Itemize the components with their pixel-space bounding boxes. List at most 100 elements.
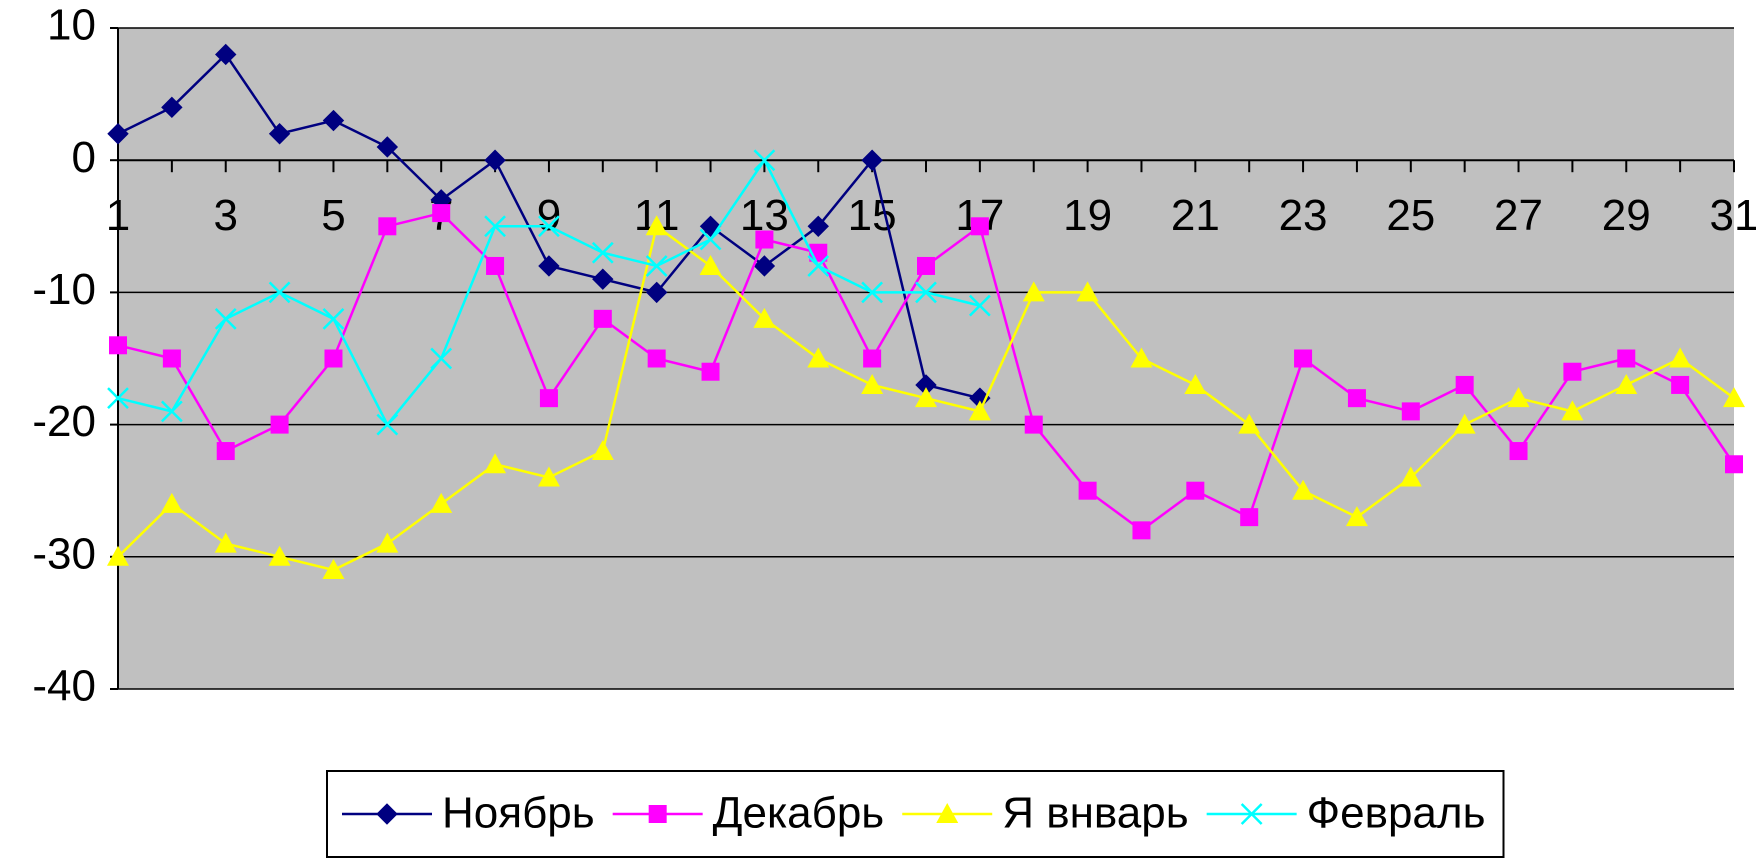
point: [1561, 400, 1584, 421]
point: [1399, 466, 1422, 487]
point: [1184, 373, 1207, 394]
point: [1507, 387, 1530, 408]
point: [1345, 506, 1368, 527]
point: [109, 336, 127, 355]
point: [268, 545, 291, 566]
point: [162, 349, 181, 368]
point: [1725, 455, 1743, 474]
x-tick-label: 21: [1171, 191, 1220, 240]
point: [863, 349, 882, 368]
point: [917, 256, 935, 275]
x-tick-label: 29: [1602, 191, 1651, 240]
point: [160, 400, 183, 423]
point: [486, 256, 505, 275]
point: [1347, 389, 1366, 408]
point: [214, 307, 237, 330]
point: [378, 217, 397, 236]
point: [484, 453, 507, 474]
point: [538, 255, 560, 277]
point: [968, 294, 991, 317]
point: [807, 215, 829, 238]
point: [1509, 442, 1528, 461]
point: [645, 255, 668, 277]
point: [807, 347, 830, 368]
plot-area: [118, 28, 1734, 689]
point: [1240, 508, 1259, 527]
y-tick-label: 10: [47, 1, 96, 50]
point: [107, 123, 129, 145]
point: [861, 281, 884, 304]
point: [107, 545, 129, 566]
point: [484, 215, 506, 238]
y-tick-label: -10: [32, 265, 96, 314]
point: [593, 309, 612, 328]
point: [591, 241, 614, 264]
point: [645, 281, 668, 304]
point: [322, 307, 345, 330]
point: [699, 254, 722, 275]
point: [1130, 347, 1153, 368]
point: [915, 387, 937, 408]
y-tick-label: -40: [32, 662, 96, 711]
point: [322, 559, 345, 580]
point: [215, 43, 237, 66]
point: [430, 347, 453, 370]
point: [592, 268, 614, 290]
point: [968, 400, 991, 421]
point: [539, 389, 558, 408]
point: [701, 362, 720, 381]
point: [755, 230, 774, 249]
y-tick-label: -20: [32, 397, 96, 446]
point: [1186, 481, 1205, 500]
point: [753, 149, 776, 172]
point: [1238, 413, 1261, 434]
legend-label: Я внварь: [1002, 789, 1188, 838]
legend-label: Декабрь: [713, 789, 885, 838]
point: [1292, 479, 1315, 500]
x-tick-label: 9: [537, 191, 561, 240]
point: [1723, 387, 1745, 408]
legend-label: Февраль: [1307, 789, 1486, 838]
y-tick-label: 0: [72, 133, 96, 182]
legend-marker: [376, 803, 398, 825]
point: [214, 532, 237, 553]
x-tick-label: 1: [106, 191, 130, 240]
point: [1076, 281, 1099, 302]
point: [538, 215, 560, 238]
point: [970, 217, 989, 236]
point: [1401, 402, 1420, 421]
point: [1024, 415, 1043, 434]
point: [1563, 362, 1582, 381]
point: [376, 136, 399, 158]
x-tick-label: 23: [1279, 191, 1328, 240]
point: [1294, 349, 1313, 368]
point: [1671, 375, 1690, 394]
point: [160, 492, 183, 513]
point: [270, 415, 289, 434]
point: [537, 466, 560, 487]
x-tick-label: 3: [213, 191, 237, 240]
point: [1615, 373, 1638, 394]
x-tick-label: 5: [321, 191, 345, 240]
point: [376, 413, 399, 436]
x-tick-label: 19: [1063, 191, 1112, 240]
x-tick-label: 27: [1494, 191, 1543, 240]
point: [268, 281, 291, 304]
x-tick-label: 25: [1386, 191, 1435, 240]
point: [915, 281, 937, 304]
point: [753, 307, 776, 328]
point: [807, 255, 830, 277]
legend-marker: [936, 803, 959, 823]
point: [1132, 521, 1151, 540]
point: [1453, 413, 1476, 434]
point: [1669, 347, 1692, 368]
point: [699, 228, 722, 251]
point: [645, 215, 668, 236]
legend-marker: [1240, 803, 1263, 825]
point: [1455, 375, 1474, 394]
point: [1078, 481, 1097, 500]
point: [432, 204, 451, 223]
point: [484, 149, 506, 171]
point: [430, 492, 453, 513]
